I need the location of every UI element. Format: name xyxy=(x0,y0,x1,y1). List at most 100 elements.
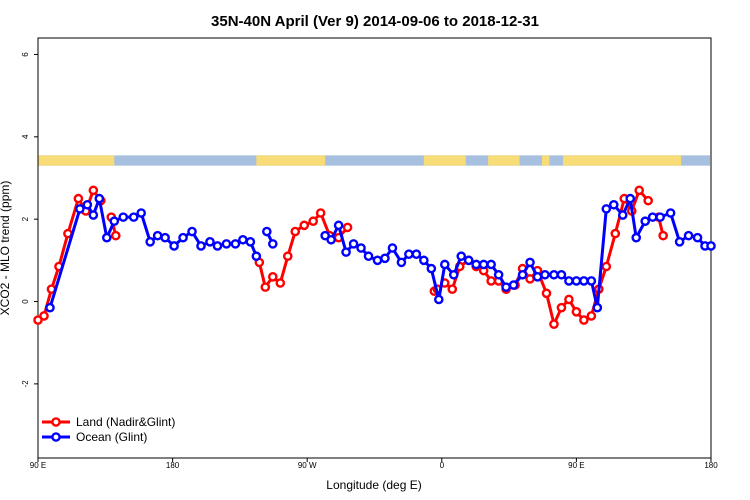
data-point xyxy=(136,208,146,218)
data-point xyxy=(308,216,318,227)
data-point xyxy=(169,241,179,251)
y-tick-label: -2 xyxy=(21,380,30,388)
data-point xyxy=(101,232,112,243)
data-point xyxy=(341,247,351,257)
x-tick-label: 0 xyxy=(440,461,445,470)
data-point xyxy=(260,282,271,292)
data-point xyxy=(549,319,559,329)
data-point xyxy=(486,276,496,286)
x-axis-label: Longitude (deg E) xyxy=(326,478,421,492)
data-point xyxy=(439,259,450,270)
data-point xyxy=(39,311,49,321)
data-point xyxy=(640,216,650,227)
data-point xyxy=(456,251,467,262)
data-point xyxy=(251,251,262,262)
data-point xyxy=(73,193,84,204)
data-point xyxy=(540,269,550,280)
data-point xyxy=(396,257,407,268)
landmask-strip xyxy=(38,155,710,166)
data-point xyxy=(380,253,390,264)
data-point xyxy=(109,216,120,227)
data-point xyxy=(601,204,612,214)
data-point xyxy=(290,226,301,237)
land-band xyxy=(38,155,115,166)
data-point xyxy=(517,269,528,280)
data-point xyxy=(579,315,589,325)
data-point xyxy=(493,269,504,280)
data-point xyxy=(426,263,437,274)
data-point xyxy=(643,195,653,206)
data-point xyxy=(434,294,444,305)
data-point xyxy=(315,208,326,218)
chart-title: 35N-40N April (Ver 9) 2014-09-06 to 2018… xyxy=(211,13,539,30)
data-point xyxy=(448,269,459,280)
data-point xyxy=(221,239,232,249)
data-point xyxy=(508,280,519,290)
data-point xyxy=(45,302,55,313)
data-point xyxy=(592,302,603,313)
legend-label: Ocean (Glint) xyxy=(76,430,147,444)
data-point xyxy=(549,269,559,280)
data-point xyxy=(634,185,645,196)
data-point xyxy=(478,259,489,270)
data-point xyxy=(238,234,248,245)
data-point xyxy=(275,278,286,288)
data-point xyxy=(245,237,256,247)
data-point xyxy=(556,269,567,280)
data-point xyxy=(541,288,552,299)
y-axis-label: XCO2 - MLO trend (ppm) xyxy=(0,181,12,316)
data-point xyxy=(692,232,703,243)
data-point xyxy=(608,199,619,210)
series-line xyxy=(48,197,258,309)
y-tick-label: 4 xyxy=(21,134,30,139)
data-point xyxy=(196,241,206,251)
data-point xyxy=(160,232,170,243)
data-point xyxy=(586,276,597,286)
x-tick-label: 180 xyxy=(166,461,180,470)
data-point xyxy=(665,208,676,218)
legend: Land (Nadir&Glint)Ocean (Glint) xyxy=(42,415,175,444)
data-point xyxy=(674,237,685,247)
data-point xyxy=(178,232,188,243)
data-point xyxy=(372,255,383,266)
data-point xyxy=(706,241,716,251)
land-band xyxy=(256,155,326,166)
data-point xyxy=(419,255,429,266)
data-point xyxy=(205,237,215,247)
ocean-band xyxy=(39,155,710,166)
data-point xyxy=(118,212,129,222)
data-point xyxy=(525,274,535,284)
land-band xyxy=(562,155,682,166)
data-point xyxy=(299,220,310,231)
data-point xyxy=(564,294,574,305)
x-tick-label: 180 xyxy=(704,461,718,470)
data-point xyxy=(571,307,582,317)
land-band xyxy=(542,155,550,166)
data-point xyxy=(82,199,93,210)
data-point xyxy=(268,272,278,282)
data-point xyxy=(471,259,481,270)
data-point xyxy=(556,302,567,313)
data-point xyxy=(525,257,535,268)
data-point xyxy=(356,243,366,253)
land-band xyxy=(488,155,520,166)
data-point xyxy=(655,212,665,222)
land-band xyxy=(423,155,466,166)
data-point xyxy=(128,212,139,222)
data-point xyxy=(571,276,582,286)
data-point xyxy=(230,239,241,249)
series-ocean xyxy=(45,193,716,313)
data-point xyxy=(411,249,422,259)
data-point xyxy=(326,234,336,245)
x-tick-label: 90 E xyxy=(568,461,584,470)
data-point xyxy=(88,185,99,196)
data-point xyxy=(447,284,458,294)
data-point xyxy=(617,210,628,220)
x-tick-label: 90 E xyxy=(30,461,46,470)
data-point xyxy=(486,259,496,270)
data-point xyxy=(647,212,658,222)
data-point xyxy=(631,232,642,243)
data-point xyxy=(152,230,163,241)
x-axis: 90 E 180 90 W 0 90 E 180 xyxy=(30,458,718,470)
